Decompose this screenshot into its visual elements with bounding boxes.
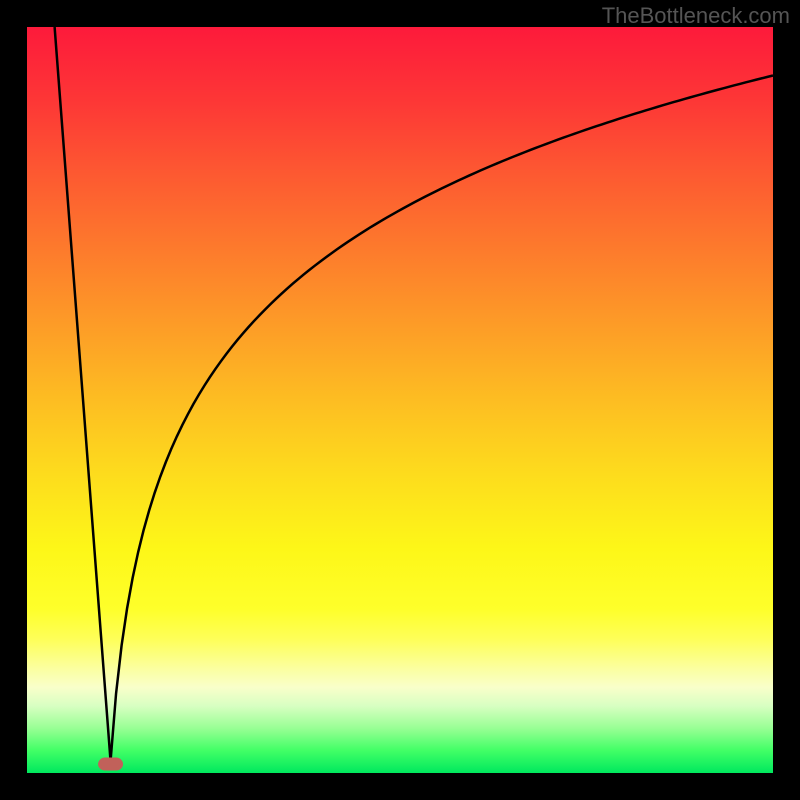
gradient-plot-area — [27, 27, 773, 773]
chart-container: TheBottleneck.com — [0, 0, 800, 800]
watermark-text: TheBottleneck.com — [602, 3, 790, 29]
cusp-marker — [98, 758, 123, 771]
bottleneck-chart — [0, 0, 800, 800]
